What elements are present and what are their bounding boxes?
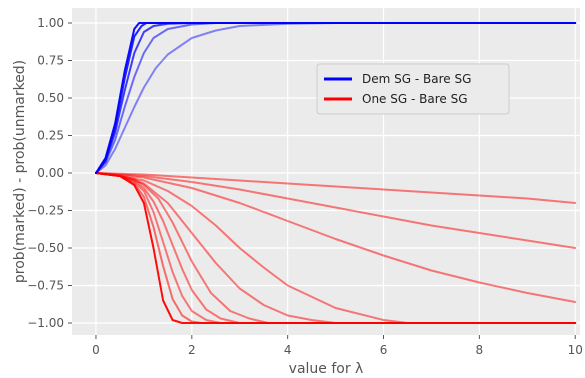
series-lines xyxy=(95,22,577,324)
y-tick-label: −1.00 xyxy=(27,316,64,330)
x-axis-label: value for λ xyxy=(289,361,364,377)
y-tick-label: 0.00 xyxy=(37,166,64,180)
y-tick-label: 0.50 xyxy=(37,91,64,105)
legend-label-dem: Dem SG - Bare SG xyxy=(362,72,471,86)
tick-labels: 0 2 4 6 8 10 1.00 0.75 0.50 0.25 0.00 −0.25 −0.50 −0.… xyxy=(27,16,583,357)
x-tick-label: 4 xyxy=(284,343,292,357)
plot-background xyxy=(72,8,580,335)
dem-series-line-4 xyxy=(95,22,577,174)
y-tick-label: 0.25 xyxy=(37,129,64,143)
x-tick-label: 6 xyxy=(380,343,388,357)
one-series-line-7 xyxy=(95,172,577,324)
y-tick-label: −0.50 xyxy=(27,241,64,255)
x-tick-label: 10 xyxy=(568,343,583,357)
dem-series-line-2 xyxy=(95,22,577,174)
dem-series-line-3 xyxy=(95,22,577,174)
x-tick-label: 2 xyxy=(188,343,196,357)
legend-box xyxy=(316,63,510,115)
one-series-line-14 xyxy=(95,172,577,204)
y-tick-label: 0.75 xyxy=(37,54,64,68)
x-tick-label: 8 xyxy=(476,343,484,357)
one-series-line-13 xyxy=(95,172,577,249)
y-tick-label: −0.75 xyxy=(27,279,64,293)
legend-label-one: One SG - Bare SG xyxy=(362,92,468,106)
x-tick-label: 0 xyxy=(92,343,100,357)
legend: Dem SG - Bare SG One SG - Bare SG xyxy=(316,63,510,115)
y-tick-label: 1.00 xyxy=(37,16,64,30)
one-series-line-11 xyxy=(95,172,577,324)
y-tick-label: −0.25 xyxy=(27,204,64,218)
one-series-line-10 xyxy=(95,172,577,324)
one-series-line-12 xyxy=(95,172,577,303)
y-axis-label: prob(marked) - prob(unmarked) xyxy=(12,60,28,283)
